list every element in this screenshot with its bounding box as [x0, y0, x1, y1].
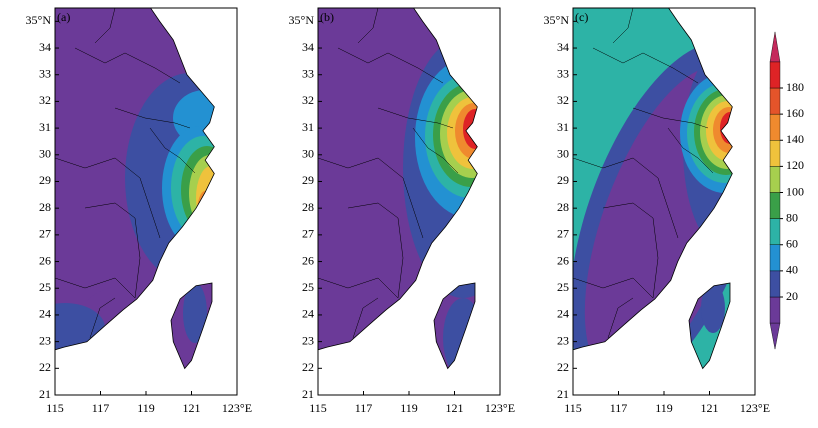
lat-tick-label: 31	[557, 120, 569, 134]
colorbar-segment	[769, 270, 781, 298]
colorbar-tick-label: 80	[786, 210, 798, 224]
colorbar-over	[769, 31, 781, 63]
lon-tick-label: 115	[564, 401, 582, 415]
lon-tick-label: 121	[446, 401, 464, 415]
lat-tick-label: 25	[39, 280, 51, 294]
lat-tick-label: 27	[302, 227, 314, 241]
colorbar-tick-label: 120	[786, 158, 804, 172]
lat-tick-label: 28	[302, 200, 314, 214]
lat-tick-label: 21	[302, 387, 314, 401]
colorbar-tick-label: 160	[786, 106, 804, 120]
field	[573, 8, 733, 369]
colorbar-tick-label: 180	[786, 80, 804, 94]
lat-tick-label: 35°N	[26, 13, 52, 27]
lat-tick-label: 22	[302, 360, 314, 374]
colorbar-segment	[769, 296, 781, 324]
colorbar-under	[769, 322, 781, 350]
field	[318, 8, 478, 369]
colorbar-segment	[769, 244, 781, 272]
lat-tick-label: 24	[557, 307, 569, 321]
lat-tick-label: 28	[557, 200, 569, 214]
lat-tick-label: 26	[557, 253, 569, 267]
lat-tick-label: 32	[557, 93, 569, 107]
lon-tick-label: 115	[309, 401, 327, 415]
lat-tick-label: 33	[557, 66, 569, 80]
lon-tick-label: 121	[183, 401, 201, 415]
panel-c	[572, 7, 756, 396]
lat-tick-label: 34	[39, 40, 51, 54]
lat-tick-label: 30	[39, 147, 51, 161]
lat-tick-label: 26	[39, 253, 51, 267]
lon-tick-label: 119	[655, 401, 673, 415]
lon-tick-label: 123°E	[222, 401, 252, 415]
colorbar-tick-label: 60	[786, 237, 798, 251]
colorbar-segment	[769, 140, 781, 167]
lat-tick-label: 34	[557, 40, 569, 54]
lat-tick-label: 25	[302, 280, 314, 294]
colorbar-segment	[769, 166, 781, 193]
lat-tick-label: 35°N	[289, 13, 315, 27]
lat-tick-label: 35°N	[544, 13, 570, 27]
lat-tick-label: 23	[557, 333, 569, 347]
lon-tick-label: 117	[92, 401, 110, 415]
lon-tick-label: 123°E	[485, 401, 515, 415]
lat-tick-label: 24	[39, 307, 51, 321]
lon-tick-label: 117	[355, 401, 373, 415]
lon-tick-label: 121	[701, 401, 719, 415]
lat-tick-label: 29	[557, 173, 569, 187]
panel-a	[54, 7, 238, 396]
colorbar-tick-label: 100	[786, 184, 804, 198]
lat-tick-label: 33	[39, 66, 51, 80]
lat-tick-label: 22	[39, 360, 51, 374]
colorbar-tick-label: 40	[786, 263, 798, 277]
panel-label: (b)	[320, 10, 334, 24]
lat-tick-label: 21	[39, 387, 51, 401]
lat-tick-label: 27	[557, 227, 569, 241]
lat-tick-label: 24	[302, 307, 314, 321]
lat-tick-label: 31	[39, 120, 51, 134]
colorbar-segment	[769, 61, 781, 89]
lat-tick-label: 23	[39, 333, 51, 347]
lat-tick-label: 32	[302, 93, 314, 107]
lat-tick-label: 33	[302, 66, 314, 80]
lat-tick-label: 29	[39, 173, 51, 187]
colorbar-segment	[769, 192, 781, 219]
lat-tick-label: 30	[302, 147, 314, 161]
lat-tick-label: 34	[302, 40, 314, 54]
lat-tick-label: 23	[302, 333, 314, 347]
lat-tick-label: 25	[557, 280, 569, 294]
lat-tick-label: 21	[557, 387, 569, 401]
lon-tick-label: 123°E	[740, 401, 770, 415]
colorbar-segment	[769, 113, 781, 141]
lat-tick-label: 31	[302, 120, 314, 134]
colorbar-tick-label: 140	[786, 132, 804, 146]
lon-tick-label: 119	[137, 401, 155, 415]
lat-tick-label: 28	[39, 200, 51, 214]
lat-tick-label: 32	[39, 93, 51, 107]
panel-label: (a)	[57, 10, 70, 24]
colorbar-segment	[769, 218, 781, 245]
panel-label: (c)	[575, 10, 588, 24]
lat-tick-label: 22	[557, 360, 569, 374]
lat-tick-label: 29	[302, 173, 314, 187]
lat-tick-label: 30	[557, 147, 569, 161]
lat-tick-label: 26	[302, 253, 314, 267]
field	[55, 8, 215, 369]
colorbar-segment	[769, 87, 781, 115]
panel-b	[317, 7, 501, 396]
lon-tick-label: 115	[46, 401, 64, 415]
lon-tick-label: 117	[610, 401, 628, 415]
colorbar-tick-label: 20	[786, 289, 798, 303]
lat-tick-label: 27	[39, 227, 51, 241]
lon-tick-label: 119	[400, 401, 418, 415]
